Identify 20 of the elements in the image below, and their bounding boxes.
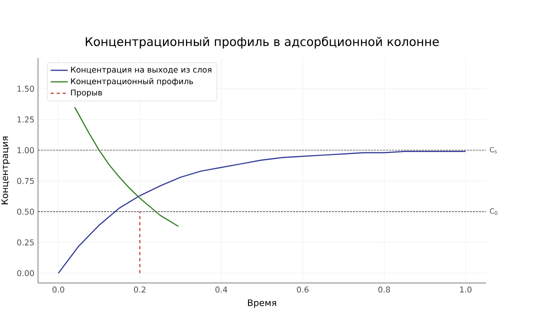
legend-label: Концентрация на выходе из слоя [71,66,212,74]
y-tick-label: 0.50 [17,208,34,215]
y-axis-title: Концентрация [1,136,10,204]
legend-label: Прорыв [71,90,102,98]
y-tick-label: 0.00 [17,270,34,276]
y-tick-label: 0.75 [17,178,34,184]
line-series [74,106,180,227]
x-tick-label: 0.8 [378,286,390,293]
y-tick-label: 1.25 [18,116,34,122]
y-tick-label: 0.25 [17,239,34,246]
x-axis-title: Время [248,299,276,308]
y-tick-label: 1.50 [18,86,34,92]
x-tick-label: 0.4 [215,286,228,293]
y-tick-label: 1.00 [18,147,34,154]
x-tick-label: 0.6 [296,286,309,293]
x-tick-label: 0.2 [134,286,146,293]
x-tick-label: 0.0 [52,286,64,293]
x-tick-label: 1.0 [460,286,472,293]
legend-label: Концентрационный профиль [71,78,194,86]
chart-title: Концентрационный профиль в адсорбционной колонне [86,36,439,48]
